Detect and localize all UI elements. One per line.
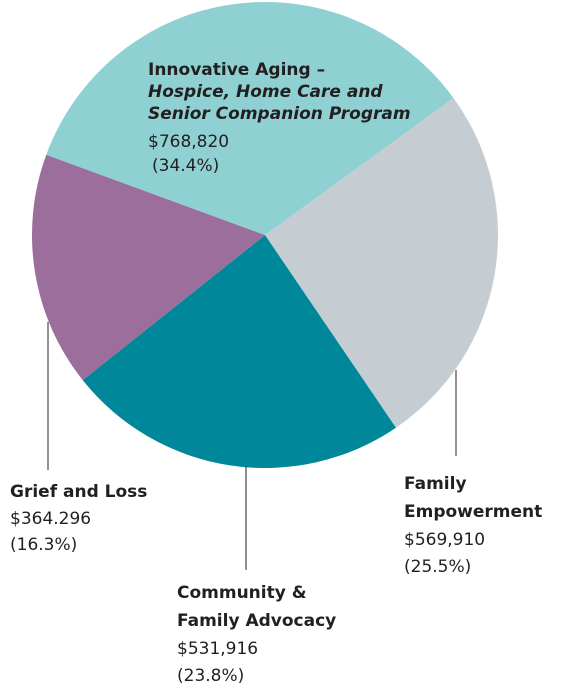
pie-slice	[265, 98, 498, 428]
slice-label: Innovative Aging –	[148, 60, 325, 80]
slice-amount: $768,820	[148, 132, 229, 152]
slice-label: Family Advocacy	[177, 611, 336, 631]
slice-amount: $531,916	[177, 639, 258, 659]
pie-slice	[46, 2, 454, 235]
slice-label: Community &	[177, 583, 307, 603]
slice-percent: (23.8%)	[177, 666, 244, 686]
slice-label: Family	[404, 474, 467, 494]
pie-slice	[82, 235, 396, 468]
pie-slice	[32, 154, 265, 381]
slice-amount: $569,910	[404, 530, 485, 550]
slice-note: Senior Companion Program	[148, 104, 411, 124]
slice-note: Hospice, Home Care and	[148, 82, 383, 102]
slice-label: Grief and Loss	[10, 482, 147, 502]
slice-amount: $364.296	[10, 509, 91, 529]
slice-percent: (34.4%)	[152, 156, 219, 176]
pie	[32, 2, 498, 468]
slice-label: Empowerment	[404, 502, 542, 522]
slice-percent: (16.3%)	[10, 535, 77, 555]
slice-percent: (25.5%)	[404, 557, 471, 577]
